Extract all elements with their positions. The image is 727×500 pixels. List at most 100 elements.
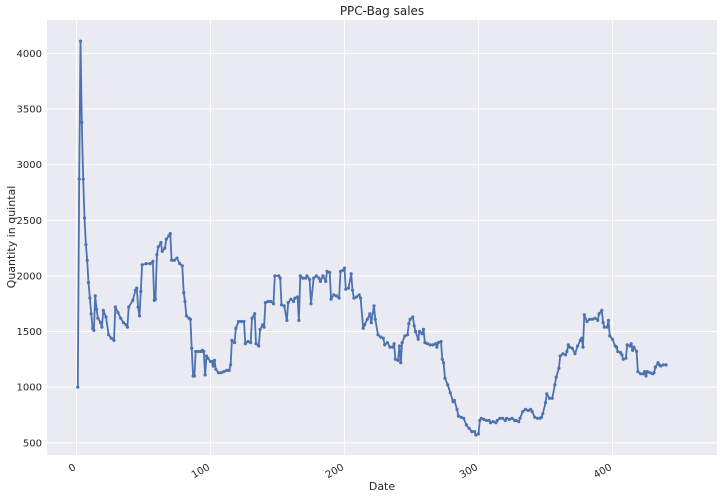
data-point — [116, 311, 120, 315]
data-point — [420, 332, 424, 336]
y-axis-label: Quantity in quintal — [5, 186, 18, 289]
data-point — [476, 432, 481, 436]
data-point — [535, 416, 540, 420]
data-point — [222, 370, 226, 374]
data-point — [631, 348, 635, 352]
data-point — [565, 349, 569, 354]
data-point — [182, 291, 186, 295]
data-point — [113, 305, 117, 309]
data-point — [417, 329, 422, 334]
data-point — [616, 349, 620, 354]
data-point — [459, 415, 463, 419]
data-point — [443, 376, 447, 380]
data-point — [139, 289, 143, 294]
data-point — [495, 418, 499, 423]
data-point — [266, 299, 270, 304]
data-point — [400, 341, 404, 345]
data-point — [84, 243, 88, 247]
data-point — [523, 407, 528, 411]
data-point — [383, 343, 387, 347]
data-point — [498, 416, 502, 420]
data-point — [446, 383, 450, 387]
data-point — [501, 416, 505, 420]
data-point — [403, 334, 407, 338]
data-point — [557, 366, 561, 370]
data-point — [151, 259, 155, 263]
data-point — [554, 375, 558, 379]
data-point — [168, 232, 172, 236]
data-point — [273, 274, 277, 278]
data-point — [561, 352, 565, 356]
chart-title: PPC-Bag sales — [340, 4, 424, 18]
data-point — [582, 313, 586, 317]
data-point — [96, 316, 100, 320]
data-point — [192, 374, 196, 378]
data-point — [328, 270, 332, 275]
data-point — [455, 407, 459, 411]
data-point — [624, 356, 628, 360]
data-point — [601, 321, 605, 325]
data-point — [452, 398, 456, 403]
data-point — [332, 293, 336, 297]
data-point — [285, 318, 289, 322]
data-point — [543, 401, 548, 405]
data-point — [211, 364, 215, 368]
data-point — [397, 344, 401, 348]
data-point — [156, 245, 160, 249]
data-point — [86, 281, 91, 285]
plot-area — [47, 20, 717, 455]
data-point — [346, 286, 351, 290]
data-point — [470, 430, 474, 434]
data-point — [250, 316, 254, 320]
data-point — [170, 258, 174, 262]
data-point — [385, 341, 389, 345]
data-point — [99, 321, 103, 325]
data-point — [172, 258, 176, 262]
data-point — [484, 418, 489, 423]
data-point — [144, 262, 148, 266]
data-point — [539, 415, 544, 419]
data-point — [359, 296, 363, 300]
data-point — [289, 297, 293, 301]
data-point — [230, 338, 234, 342]
data-point — [225, 368, 229, 372]
data-point — [243, 342, 247, 346]
data-point — [234, 326, 238, 330]
data-point — [600, 308, 604, 312]
data-point — [467, 426, 471, 430]
data-point — [257, 344, 261, 348]
data-point — [440, 357, 444, 361]
data-point — [426, 342, 430, 346]
data-point — [365, 317, 369, 321]
data-point — [474, 433, 478, 437]
data-point — [644, 374, 648, 378]
data-point — [541, 412, 545, 416]
y-tick-label: 1000 — [17, 383, 42, 394]
data-point — [286, 301, 290, 305]
data-point — [188, 317, 192, 321]
data-point — [514, 418, 518, 423]
data-point — [183, 299, 187, 304]
data-point — [581, 345, 585, 349]
data-point — [610, 337, 615, 341]
data-point — [301, 276, 305, 280]
data-point — [160, 249, 164, 253]
data-point — [342, 266, 347, 270]
data-point — [112, 338, 116, 342]
data-point — [423, 341, 427, 345]
data-point — [89, 312, 93, 316]
data-point — [596, 318, 600, 322]
data-point — [573, 352, 577, 356]
data-point — [388, 345, 392, 349]
series-layer — [76, 39, 668, 437]
data-point — [136, 305, 140, 309]
data-point — [530, 410, 534, 414]
data-point — [135, 286, 139, 290]
data-point — [576, 344, 580, 348]
data-point — [148, 262, 152, 266]
data-point — [639, 372, 643, 376]
data-point — [293, 296, 297, 300]
data-point — [396, 358, 400, 362]
data-point — [518, 416, 522, 420]
